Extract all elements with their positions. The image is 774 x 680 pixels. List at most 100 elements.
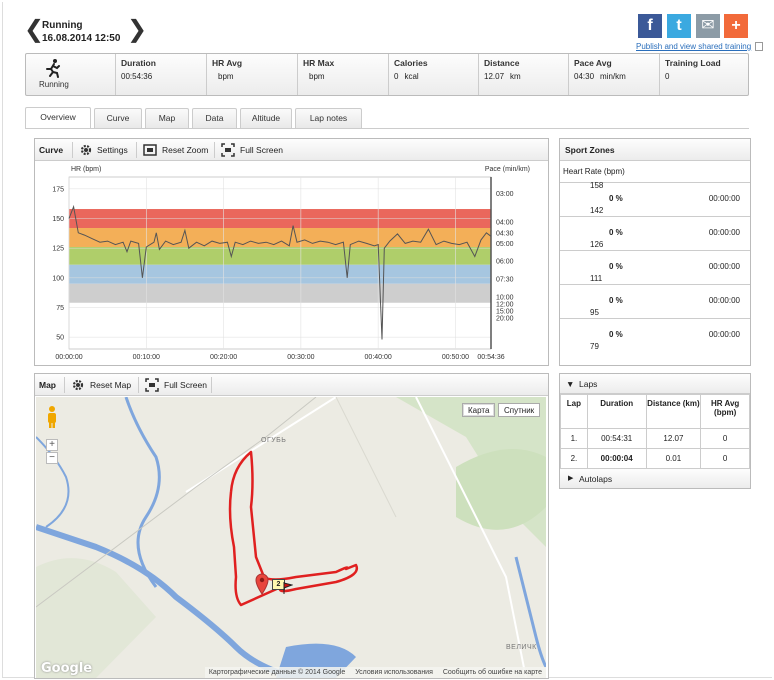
x-tick-label: 00:10:00 bbox=[133, 354, 160, 361]
prev-training-button[interactable]: ❮ bbox=[24, 16, 45, 43]
zone-lower-bound: 126 bbox=[590, 240, 604, 249]
lap-cell-distance: 0.01 bbox=[645, 448, 702, 469]
lap-cell-lap: 2. bbox=[560, 448, 588, 469]
map-type-map-button[interactable]: Карта bbox=[462, 403, 496, 417]
sport-zones-title: Sport Zones bbox=[560, 139, 750, 161]
laps-column-header[interactable]: Duration bbox=[586, 394, 647, 429]
publish-link[interactable]: Publish and view shared training bbox=[636, 42, 752, 51]
pace-tick-label: 06:00 bbox=[496, 259, 514, 266]
map-panel: Map Reset Map Full Screen bbox=[34, 373, 549, 679]
summary-number: 00:54:36 bbox=[121, 72, 153, 81]
sport-zones-panel: Sport Zones Heart Rate (bpm) 158 0 % 00:00… bbox=[559, 138, 751, 366]
street-view-icon[interactable] bbox=[46, 405, 58, 429]
training-summary: Running Duration 00:54:36 HR Avg bpm HR Max b… bbox=[25, 53, 749, 96]
pace-tick-label: 20:00 bbox=[496, 316, 514, 323]
email-share-button[interactable]: ✉ bbox=[696, 14, 720, 38]
summary-unit: kcal bbox=[404, 72, 419, 81]
attrib-report-link[interactable]: Сообщить об ошибке на карте bbox=[442, 669, 542, 676]
more-share-button[interactable]: + bbox=[724, 14, 748, 38]
pace-tick-label: 04:30 bbox=[496, 230, 514, 237]
map-label-right: ВЕЛИЧК bbox=[506, 644, 537, 651]
map-canvas[interactable]: ОГУБЬ ВЕЛИЧК 2 Карта Спутник + − Google … bbox=[36, 397, 546, 678]
training-sport: Running bbox=[42, 20, 83, 31]
laps-column-header[interactable]: Lap bbox=[560, 394, 588, 429]
zone-lower-bound: 95 bbox=[590, 308, 599, 317]
pace-tick-label: 10:00 bbox=[496, 294, 514, 301]
twitter-share-button[interactable]: t bbox=[667, 14, 691, 38]
lap-cell-hr: 0 bbox=[700, 428, 750, 449]
attrib-terms-link[interactable]: Условия использования bbox=[355, 669, 433, 676]
reset-zoom-button[interactable]: Reset Zoom bbox=[162, 145, 209, 155]
runner-icon bbox=[46, 59, 60, 78]
tab-curve[interactable]: Curve bbox=[94, 108, 142, 128]
tab-lap-notes[interactable]: Lap notes bbox=[295, 108, 362, 128]
laps-column-header[interactable]: Distance (km) bbox=[645, 394, 702, 429]
summary-number: 0 bbox=[394, 72, 399, 81]
summary-value: 04:30 min/km bbox=[574, 72, 626, 81]
pace-tick-label: 04:00 bbox=[496, 220, 514, 227]
reset-map-icon[interactable] bbox=[71, 378, 85, 392]
laps-header[interactable]: ▼ Laps bbox=[560, 374, 750, 394]
zone-row: 0 % 00:00:00 79 bbox=[560, 318, 750, 352]
pace-tick-label: 05:00 bbox=[496, 241, 514, 248]
zoom-out-button[interactable]: − bbox=[46, 452, 58, 464]
gear-icon[interactable] bbox=[79, 143, 93, 157]
laps-column-header[interactable]: HR Avg (bpm) bbox=[700, 394, 750, 429]
tab-data[interactable]: Data bbox=[192, 108, 237, 128]
fullscreen-icon[interactable] bbox=[221, 143, 235, 157]
summary-cell: HR Avg bpm bbox=[206, 54, 297, 95]
map-label-village: ОГУБЬ bbox=[261, 437, 287, 444]
tab-altitude[interactable]: Altitude bbox=[240, 108, 292, 128]
reset-map-button[interactable]: Reset Map bbox=[90, 380, 132, 390]
zone-time: 00:00:00 bbox=[708, 330, 740, 339]
summary-cell: Duration 00:54:36 bbox=[115, 54, 206, 95]
lap-row[interactable]: 2. 00:00:04 0.01 0 bbox=[560, 448, 750, 469]
curve-toolbar: Curve Settings Reset Zoom Full Screen bbox=[35, 139, 548, 161]
map-toolbar: Map Reset Map Full Screen bbox=[35, 374, 548, 396]
pace-tick-label: 03:00 bbox=[496, 191, 514, 198]
x-tick-label: 00:50:00 bbox=[442, 354, 469, 361]
zoom-in-button[interactable]: + bbox=[46, 439, 58, 451]
tab-map[interactable]: Map bbox=[145, 108, 189, 128]
y-tick-label: 100 bbox=[52, 275, 64, 282]
attrib-data: Картографические данные © 2014 Google bbox=[208, 669, 346, 676]
summary-label: Training Load bbox=[665, 58, 721, 68]
summary-number: 04:30 bbox=[574, 72, 595, 81]
curve-fullscreen-button[interactable]: Full Screen bbox=[240, 145, 283, 155]
summary-label: Pace Avg bbox=[574, 58, 612, 68]
hr-chart[interactable]: 175 150 125 100 75 50 03:00 04:00 04:30 05:00 06:0… bbox=[36, 162, 548, 365]
x-tick-label: 00:20:00 bbox=[210, 354, 237, 361]
reset-zoom-icon[interactable] bbox=[143, 143, 157, 157]
toolbar-separator bbox=[138, 377, 139, 393]
collapse-icon[interactable]: ▼ bbox=[566, 379, 575, 389]
zone-lower-bound: 142 bbox=[590, 206, 604, 215]
x-tick-label: 00:54:36 bbox=[477, 354, 504, 361]
laps-panel: ▼ Laps Lap Duration Distance (km) HR Avg (b… bbox=[559, 373, 751, 489]
y-tick-label: 125 bbox=[52, 246, 64, 253]
autolaps-title: Autolaps bbox=[579, 474, 613, 484]
expand-icon[interactable]: ▶ bbox=[568, 475, 574, 482]
lap-cell-distance: 12.07 bbox=[645, 428, 702, 449]
map-fullscreen-icon[interactable] bbox=[145, 378, 159, 392]
zone-percent: 0 % bbox=[609, 228, 623, 237]
pace-tick-label: 12:00 bbox=[496, 301, 514, 308]
hr-zone-band bbox=[69, 283, 491, 303]
pace-tick-label: 07:30 bbox=[496, 277, 514, 284]
zone-row: 0 % 00:00:00 111 bbox=[560, 250, 750, 284]
map-fullscreen-button[interactable]: Full Screen bbox=[164, 380, 207, 390]
map-type-satellite-button[interactable]: Спутник bbox=[498, 403, 541, 417]
tab-overview[interactable]: Overview bbox=[25, 107, 91, 129]
lap-row[interactable]: 1. 00:54:31 12.07 0 bbox=[560, 428, 750, 449]
zone-row: 0 % 00:00:00 126 bbox=[560, 216, 750, 250]
summary-unit: km bbox=[510, 72, 521, 81]
map-marker-icon[interactable] bbox=[255, 573, 269, 595]
finish-flag-icon[interactable] bbox=[283, 582, 293, 594]
lap-cell-duration: 00:54:31 bbox=[586, 428, 647, 449]
settings-button[interactable]: Settings bbox=[97, 145, 128, 155]
next-training-button[interactable]: ❯ bbox=[127, 16, 148, 43]
zone-percent: 0 % bbox=[609, 330, 623, 339]
toolbar-separator bbox=[211, 377, 212, 393]
autolaps-header[interactable]: ▶ Autolaps bbox=[560, 468, 750, 488]
edit-icon[interactable] bbox=[755, 42, 763, 51]
facebook-share-button[interactable]: f bbox=[638, 14, 662, 38]
